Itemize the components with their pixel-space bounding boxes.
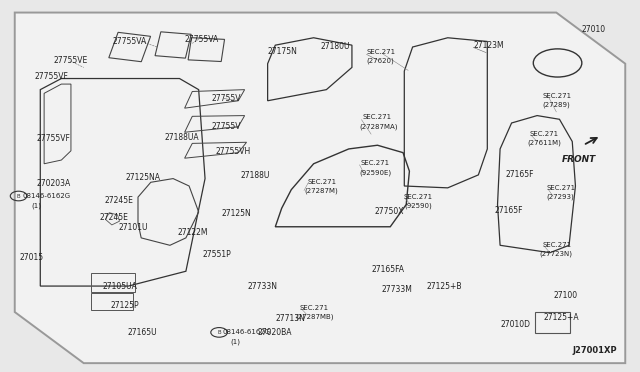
- Text: (27620): (27620): [367, 58, 394, 64]
- Text: B: B: [17, 193, 20, 199]
- Text: 27245E: 27245E: [100, 213, 129, 222]
- Text: 27010D: 27010D: [500, 320, 531, 329]
- Text: 27101U: 27101U: [119, 223, 148, 232]
- Text: 27188UA: 27188UA: [164, 132, 199, 142]
- Bar: [188, 38, 225, 61]
- Text: FRONT: FRONT: [561, 155, 596, 164]
- Text: SEC.271: SEC.271: [307, 179, 337, 185]
- Text: 270203A: 270203A: [36, 179, 70, 187]
- Text: 27125+A: 27125+A: [543, 313, 579, 322]
- Text: 27713N: 27713N: [275, 314, 305, 323]
- Text: SEC.271: SEC.271: [367, 49, 396, 55]
- Text: 27123M: 27123M: [473, 41, 504, 50]
- Text: 27010: 27010: [582, 25, 606, 34]
- Text: SEC.271: SEC.271: [542, 93, 572, 99]
- Bar: [534, 312, 570, 333]
- Text: 27015: 27015: [20, 253, 44, 262]
- Text: 27165F: 27165F: [505, 170, 534, 179]
- Text: 27100: 27100: [554, 291, 578, 300]
- Text: 27755V: 27755V: [211, 122, 241, 131]
- Text: 27755VF: 27755VF: [35, 72, 68, 81]
- Text: 27020BA: 27020BA: [257, 328, 292, 337]
- Text: 27125+B: 27125+B: [426, 282, 461, 291]
- Text: 27175N: 27175N: [268, 47, 298, 56]
- Text: (1): (1): [230, 339, 241, 345]
- Text: 27180U: 27180U: [321, 42, 350, 51]
- Text: 27165F: 27165F: [494, 206, 523, 215]
- Text: (27287M): (27287M): [305, 187, 339, 194]
- Text: (27293): (27293): [547, 194, 575, 201]
- Text: 27750X: 27750X: [375, 207, 404, 216]
- Text: 27245E: 27245E: [105, 196, 134, 205]
- Bar: [92, 273, 135, 292]
- Text: 27165FA: 27165FA: [371, 264, 404, 273]
- Text: SEC.271: SEC.271: [529, 131, 559, 137]
- Text: 08146-6162G: 08146-6162G: [223, 329, 271, 336]
- Text: 27755VF: 27755VF: [36, 134, 70, 143]
- Text: 27125NA: 27125NA: [126, 173, 161, 182]
- Text: SEC.271: SEC.271: [542, 241, 572, 247]
- Text: SEC.271: SEC.271: [403, 194, 432, 200]
- Text: 27125P: 27125P: [111, 301, 139, 310]
- Text: 27188U: 27188U: [241, 171, 270, 180]
- Text: (27287MB): (27287MB): [296, 313, 334, 320]
- Text: 27755VE: 27755VE: [53, 56, 87, 65]
- Text: 27165U: 27165U: [127, 328, 157, 337]
- Text: B: B: [218, 330, 221, 335]
- Text: SEC.271: SEC.271: [363, 115, 392, 121]
- Text: 27755VA: 27755VA: [113, 37, 147, 46]
- Text: 27733N: 27733N: [247, 282, 277, 291]
- Text: (27723N): (27723N): [540, 250, 573, 257]
- Polygon shape: [15, 13, 625, 363]
- Text: (1): (1): [31, 202, 42, 209]
- Bar: [155, 32, 191, 58]
- Text: SEC.271: SEC.271: [361, 160, 390, 166]
- Text: (27287MA): (27287MA): [359, 123, 397, 129]
- Text: (92590E): (92590E): [360, 169, 392, 176]
- Bar: [109, 32, 150, 62]
- Text: 08146-6162G: 08146-6162G: [22, 193, 70, 199]
- Text: (27611M): (27611M): [527, 140, 561, 146]
- Text: 27755VH: 27755VH: [215, 147, 250, 156]
- Text: (92590): (92590): [404, 203, 432, 209]
- Text: 27105UA: 27105UA: [103, 282, 138, 291]
- Text: J27001XP: J27001XP: [573, 346, 618, 355]
- Text: 27755V: 27755V: [211, 94, 241, 103]
- Text: 27122M: 27122M: [177, 228, 208, 237]
- Text: 27755VA: 27755VA: [184, 35, 219, 44]
- Text: SEC.271: SEC.271: [300, 305, 329, 311]
- Text: (27289): (27289): [542, 102, 570, 109]
- Text: 27733M: 27733M: [382, 285, 413, 294]
- Text: 27551P: 27551P: [202, 250, 231, 259]
- Text: SEC.271: SEC.271: [547, 185, 576, 191]
- Bar: [92, 294, 133, 310]
- Text: 27125N: 27125N: [221, 209, 251, 218]
